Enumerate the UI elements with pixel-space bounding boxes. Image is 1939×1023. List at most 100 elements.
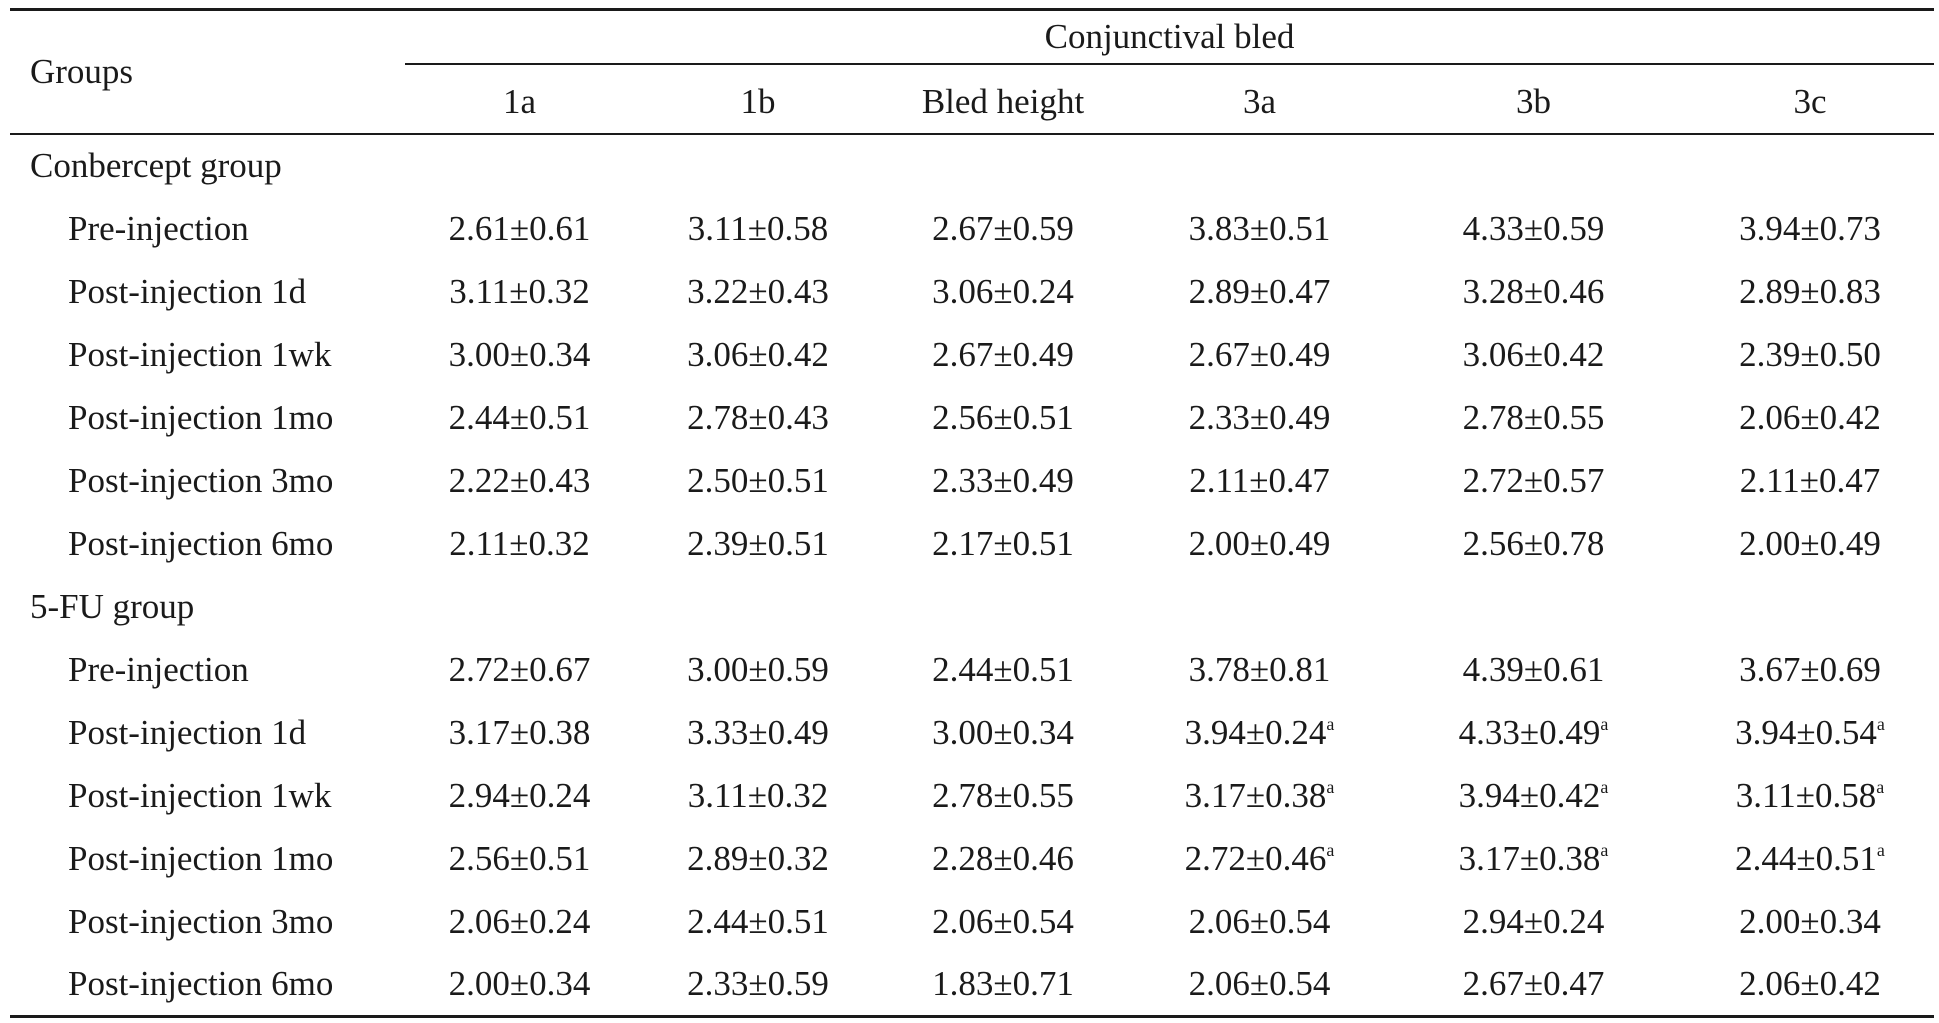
significance-marker: a <box>1600 776 1609 797</box>
table-cell: 2.39±0.50 <box>1686 323 1934 386</box>
table-cell: 3.28±0.46 <box>1381 260 1686 323</box>
cell-value: 3.00±0.34 <box>448 334 591 374</box>
cell-value: 2.72±0.67 <box>448 649 591 689</box>
table-cell: 2.44±0.51a <box>1686 827 1934 890</box>
cell-value: 2.39±0.51 <box>687 523 829 563</box>
cell-value: 1.83±0.71 <box>932 963 1074 1003</box>
row-label: Post-injection 1mo <box>68 397 334 437</box>
table-cell: 2.89±0.47 <box>1138 260 1381 323</box>
table-cell: 2.33±0.59 <box>648 953 868 1018</box>
cell-value: 4.39±0.61 <box>1462 649 1605 689</box>
table-cell: 2.78±0.43 <box>648 386 868 449</box>
cell-value: 3.22±0.43 <box>687 271 829 311</box>
table-cell: 3.00±0.34 <box>868 701 1138 764</box>
table-cell: 2.11±0.47 <box>1686 449 1934 512</box>
cell-value: 3.94±0.24 <box>1184 712 1327 752</box>
groups-header: Groups <box>10 8 391 135</box>
cell-value: 2.67±0.59 <box>932 208 1074 248</box>
cell-value: 2.00±0.49 <box>1739 523 1881 563</box>
table-row: Post-injection 1mo 2.44±0.51 2.78±0.43 2.56… <box>10 386 1934 449</box>
cell-value: 2.94±0.24 <box>1462 901 1605 941</box>
cell-value: 3.06±0.24 <box>932 271 1074 311</box>
table-row: Post-injection 6mo 2.11±0.32 2.39±0.51 2.17… <box>10 512 1934 575</box>
cell-value: 3.17±0.38 <box>1184 775 1327 815</box>
cell-value: 2.44±0.51 <box>687 901 829 941</box>
table-cell: 2.39±0.51 <box>648 512 868 575</box>
table-cell: 3.94±0.24a <box>1138 701 1381 764</box>
table-cell: 4.33±0.59 <box>1381 197 1686 260</box>
table-cell: 2.67±0.47 <box>1381 953 1686 1018</box>
cell-value: 3.17±0.38 <box>448 712 591 752</box>
table-cell: 3.11±0.32 <box>391 260 648 323</box>
cell-value: 4.33±0.49 <box>1458 712 1601 752</box>
cell-value: 2.72±0.46 <box>1184 838 1327 878</box>
row-label: Post-injection 6mo <box>68 523 334 563</box>
cell-value: 2.06±0.42 <box>1739 963 1881 1003</box>
row-label: Post-injection 6mo <box>10 953 391 1018</box>
cell-value: 2.56±0.51 <box>932 397 1074 437</box>
table-cell: 2.61±0.61 <box>391 197 648 260</box>
cell-value: 2.44±0.51 <box>448 397 591 437</box>
table-cell: 3.06±0.42 <box>1381 323 1686 386</box>
row-label: Post-injection 1wk <box>68 775 332 815</box>
cell-value: 2.06±0.42 <box>1739 397 1881 437</box>
cell-value: 3.17±0.38 <box>1458 838 1601 878</box>
table-cell: 2.67±0.49 <box>1138 323 1381 386</box>
significance-marker: a <box>1600 839 1609 860</box>
table-cell: 2.06±0.42 <box>1686 953 1935 1018</box>
table-row: Pre-injection 2.61±0.61 3.11±0.58 2.67±0.59… <box>10 197 1934 260</box>
table-row: Post-injection 1mo 2.56±0.51 2.89±0.32 2.28… <box>10 827 1934 890</box>
table-cell: 3.67±0.69 <box>1686 638 1934 701</box>
table-cell: 2.11±0.32 <box>391 512 648 575</box>
cell-value: 2.89±0.83 <box>1739 271 1881 311</box>
table-cell: 2.72±0.46a <box>1138 827 1381 890</box>
table-cell: 2.28±0.46 <box>868 827 1138 890</box>
cell-value: 3.78±0.81 <box>1188 649 1331 689</box>
cell-value: 3.00±0.59 <box>687 649 829 689</box>
cell-value: 2.22±0.43 <box>448 460 591 500</box>
cell-value: 2.00±0.34 <box>1739 901 1881 941</box>
column-header-3a: 3a <box>1138 71 1381 135</box>
column-header-3c: 3c <box>1686 71 1935 135</box>
cell-value: 3.00±0.34 <box>932 712 1074 752</box>
significance-marker: a <box>1326 776 1335 797</box>
cell-value: 3.06±0.42 <box>687 334 829 374</box>
table-cell: 2.44±0.51 <box>391 386 648 449</box>
cell-value: 2.44±0.51 <box>932 649 1074 689</box>
table-body: Conbercept group Pre-injection 2.61±0.61 3.… <box>10 134 1935 1018</box>
cell-value: 3.11±0.32 <box>449 271 590 311</box>
cell-value: 2.67±0.49 <box>932 334 1074 374</box>
column-header-bled-height: Bled height <box>868 71 1138 135</box>
table-header: Groups Conjunctival bled 1a 1b Bled heig… <box>10 8 1935 135</box>
table-cell: 2.06±0.54 <box>1138 953 1381 1018</box>
row-label: Post-injection 1d <box>68 712 307 752</box>
table-cell: 2.89±0.83 <box>1686 260 1934 323</box>
cell-value: 2.50±0.51 <box>687 460 829 500</box>
table-cell: 2.06±0.42 <box>1686 386 1934 449</box>
table-cell: 3.11±0.58a <box>1686 764 1934 827</box>
row-label: Pre-injection <box>68 208 249 248</box>
cell-value: 2.56±0.78 <box>1462 523 1605 563</box>
cell-value: 2.06±0.54 <box>1188 901 1331 941</box>
cell-value: 2.89±0.32 <box>687 838 829 878</box>
section-header-row: Conbercept group <box>10 134 1934 197</box>
cell-value: 2.56±0.51 <box>448 838 591 878</box>
table-row: Pre-injection 2.72±0.67 3.00±0.59 2.44±0.51… <box>10 638 1934 701</box>
table-cell: 3.94±0.54a <box>1686 701 1934 764</box>
cell-value: 4.33±0.59 <box>1462 208 1605 248</box>
table-row: Post-injection 6mo 2.00±0.34 2.33±0.59 1.83… <box>10 953 1935 1018</box>
table-row: Post-injection 1d 3.11±0.32 3.22±0.43 3.06±… <box>10 260 1934 323</box>
table-cell: 3.17±0.38a <box>1138 764 1381 827</box>
cell-value: 3.94±0.54 <box>1735 712 1877 752</box>
row-label: Post-injection 3mo <box>68 901 334 941</box>
section-title: Conbercept group <box>30 146 282 185</box>
column-header-1b: 1b <box>648 71 868 135</box>
table-cell: 2.00±0.34 <box>1686 890 1934 953</box>
cell-value: 2.11±0.32 <box>449 523 590 563</box>
table-cell: 4.39±0.61 <box>1381 638 1686 701</box>
cell-value: 2.72±0.57 <box>1462 460 1605 500</box>
column-header-3b: 3b <box>1381 71 1686 135</box>
table-cell: 1.83±0.71 <box>868 953 1138 1018</box>
conjunctival-bled-header: Conjunctival bled <box>391 8 1935 71</box>
table-cell: 3.11±0.58 <box>648 197 868 260</box>
